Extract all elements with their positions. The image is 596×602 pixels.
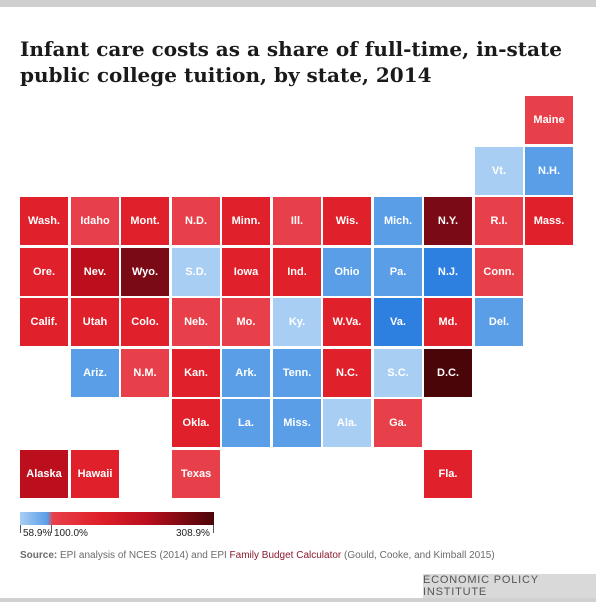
- state-tile-n-j: N.J.: [424, 248, 472, 296]
- state-tile-mich: Mich.: [374, 197, 422, 245]
- state-tile-vt: Vt.: [475, 147, 523, 195]
- state-tile-minn: Minn.: [222, 197, 270, 245]
- state-tile-n-d: N.D.: [172, 197, 220, 245]
- legend-tick-max: [213, 525, 214, 533]
- state-tile-s-d: S.D.: [172, 248, 220, 296]
- state-tile-calif: Calif.: [20, 298, 68, 346]
- legend-max-label: 308.9%: [176, 528, 210, 539]
- source-text-a: EPI analysis of NCES (2014) and EPI: [57, 550, 230, 561]
- state-tile-md: Md.: [424, 298, 472, 346]
- top-border: [0, 0, 596, 7]
- legend-mid-label: 100.0%: [54, 528, 88, 539]
- source-lead: Source:: [20, 550, 58, 561]
- state-tile-wash: Wash.: [20, 197, 68, 245]
- state-tile-n-m: N.M.: [121, 349, 169, 397]
- state-tile-mo: Mo.: [222, 298, 270, 346]
- state-tile-ala: Ala.: [323, 399, 371, 447]
- state-tile-n-c: N.C.: [323, 349, 371, 397]
- state-tile-ga: Ga.: [374, 399, 422, 447]
- legend-gradient-bar: [20, 512, 214, 525]
- state-tile-alaska: Alaska: [20, 450, 68, 498]
- state-tile-ill: Ill.: [273, 197, 321, 245]
- color-legend: 58.9% 100.0% 308.9%: [20, 512, 220, 542]
- state-tile-texas: Texas: [172, 450, 220, 498]
- state-tile-n-h: N.H.: [525, 147, 573, 195]
- state-tile-mass: Mass.: [525, 197, 573, 245]
- state-tile-pa: Pa.: [374, 248, 422, 296]
- state-tile-ind: Ind.: [273, 248, 321, 296]
- state-tile-kan: Kan.: [172, 349, 220, 397]
- legend-tick-mid: [51, 525, 52, 533]
- state-tile-tenn: Tenn.: [273, 349, 321, 397]
- source-text-b: (Gould, Cooke, and Kimball 2015): [341, 550, 495, 561]
- state-tile-nev: Nev.: [71, 248, 119, 296]
- state-tile-neb: Neb.: [172, 298, 220, 346]
- state-tile-wyo: Wyo.: [121, 248, 169, 296]
- state-tile-maine: Maine: [525, 96, 573, 144]
- bottom-border: [0, 598, 596, 602]
- state-tile-ariz: Ariz.: [71, 349, 119, 397]
- state-tile-ohio: Ohio: [323, 248, 371, 296]
- state-tile-mont: Mont.: [121, 197, 169, 245]
- state-tile-utah: Utah: [71, 298, 119, 346]
- source-note: Source: EPI analysis of NCES (2014) and …: [20, 550, 580, 561]
- state-tile-fla: Fla.: [424, 450, 472, 498]
- state-tile-la: La.: [222, 399, 270, 447]
- state-tile-d-c: D.C.: [424, 349, 472, 397]
- state-tile-iowa: Iowa: [222, 248, 270, 296]
- state-tile-del: Del.: [475, 298, 523, 346]
- state-tile-wis: Wis.: [323, 197, 371, 245]
- legend-tick-min: [20, 525, 21, 533]
- legend-min-label: 58.9%: [23, 528, 52, 539]
- state-tile-ark: Ark.: [222, 349, 270, 397]
- state-tile-w-va: W.Va.: [323, 298, 371, 346]
- state-tile-n-y: N.Y.: [424, 197, 472, 245]
- state-tile-ky: Ky.: [273, 298, 321, 346]
- state-tile-idaho: Idaho: [71, 197, 119, 245]
- state-tile-r-i: R.I.: [475, 197, 523, 245]
- family-budget-calculator-link[interactable]: Family Budget Calculator: [229, 550, 342, 561]
- state-tile-okla: Okla.: [172, 399, 220, 447]
- chart-title: Infant care costs as a share of full-tim…: [20, 37, 562, 87]
- organization-label: ECONOMIC POLICY INSTITUTE: [423, 574, 596, 598]
- state-tile-hawaii: Hawaii: [71, 450, 119, 498]
- state-tile-s-c: S.C.: [374, 349, 422, 397]
- state-tile-miss: Miss.: [273, 399, 321, 447]
- state-tile-ore: Ore.: [20, 248, 68, 296]
- state-tile-va: Va.: [374, 298, 422, 346]
- state-tile-conn: Conn.: [475, 248, 523, 296]
- state-tile-colo: Colo.: [121, 298, 169, 346]
